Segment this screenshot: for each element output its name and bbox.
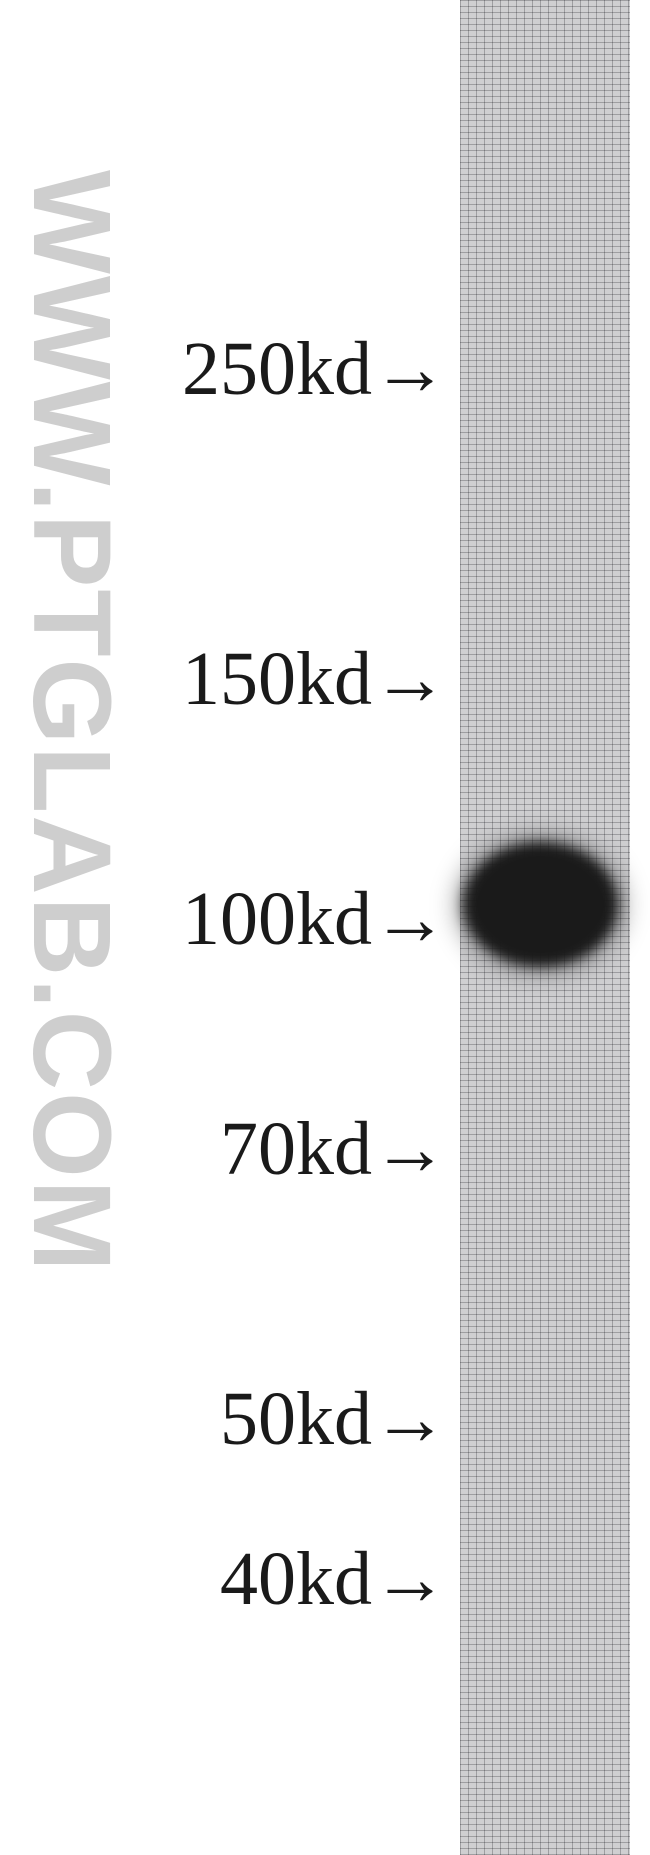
marker-250kd: 250kd→ [0,326,448,413]
blot-band-100kd [463,842,618,967]
marker-50kd: 50kd→ [0,1376,448,1463]
blot-lane [460,0,630,1855]
blot-figure: WWW.PTGLAB.COM 250kd→ 150kd→ 100kd→ 70kd… [0,0,650,1855]
marker-150kd: 150kd→ [0,636,448,723]
marker-40kd: 40kd→ [0,1536,448,1623]
marker-70kd: 70kd→ [0,1106,448,1193]
marker-100kd: 100kd→ [0,876,448,963]
